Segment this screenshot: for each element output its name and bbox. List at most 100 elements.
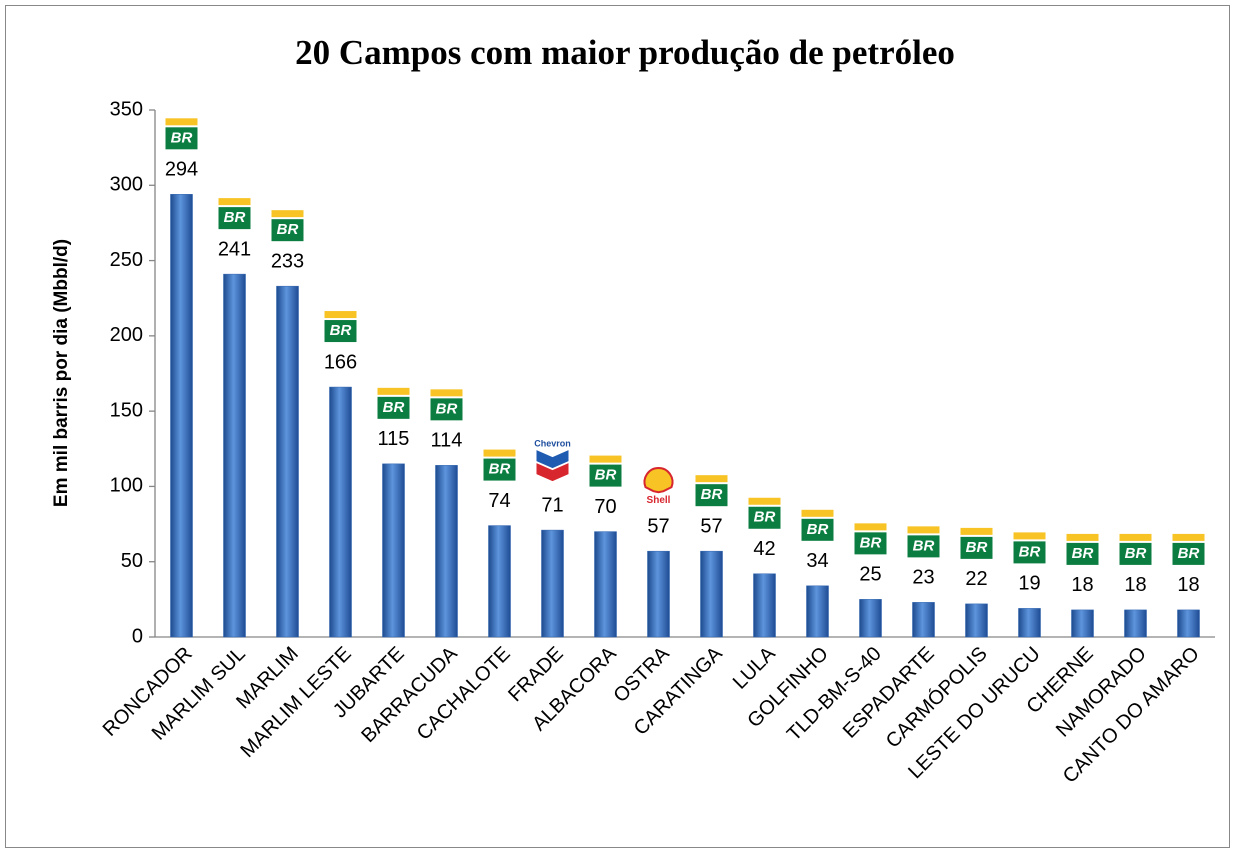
logo: BR	[854, 523, 887, 555]
logo-box	[1066, 542, 1099, 565]
logo-text: BR	[913, 537, 935, 554]
logo-text: BR	[966, 539, 988, 556]
logo-shape	[536, 450, 569, 469]
data-label: 19	[1018, 573, 1040, 595]
bar	[276, 285, 299, 638]
logo-box	[483, 458, 516, 481]
chart-title: 20 Campos com maior produção de petróleo	[295, 33, 955, 72]
bar	[435, 465, 458, 638]
logo: BR	[801, 509, 834, 541]
logo-text: BR	[807, 521, 829, 538]
y-tick-label: 0	[132, 625, 143, 647]
bar	[859, 599, 882, 638]
logo-stripe	[1172, 533, 1205, 541]
logo: BR	[218, 198, 251, 230]
logo-text: BR	[595, 467, 617, 484]
y-tick-label: 50	[121, 550, 143, 572]
bar	[488, 525, 511, 638]
data-label: 18	[1071, 574, 1093, 596]
logo-box	[748, 506, 781, 529]
logo-text: BR	[1019, 543, 1041, 560]
data-label: 241	[218, 238, 251, 260]
logo: BR	[483, 449, 516, 481]
logo-stripe	[960, 527, 993, 535]
logo: BR	[324, 311, 357, 343]
logo-shape	[643, 466, 674, 494]
logo: BR	[907, 526, 940, 558]
bar	[329, 386, 352, 638]
logo-text: BR	[224, 209, 246, 226]
data-label: 166	[324, 351, 357, 373]
data-label: 18	[1177, 574, 1199, 596]
logo-box	[1013, 541, 1046, 564]
logo-text: BR	[1072, 545, 1094, 562]
bar	[1177, 609, 1200, 638]
logo-text: BR	[701, 486, 723, 503]
data-label: 22	[965, 568, 987, 590]
logo-text: BR	[171, 129, 193, 146]
logo-box	[801, 518, 834, 541]
data-label: 115	[378, 428, 410, 450]
data-label: 57	[647, 515, 669, 537]
logo-text: BR	[489, 461, 511, 478]
logo: BR	[748, 497, 781, 529]
logo: BR	[377, 387, 410, 419]
logo-text: Shell	[647, 495, 671, 506]
bar	[647, 550, 670, 638]
logo: Shell	[643, 466, 674, 506]
logo-text: BR	[1125, 545, 1147, 562]
logo: BR	[1172, 533, 1205, 565]
y-tick-label: 150	[110, 399, 143, 421]
logo-box	[1119, 542, 1152, 565]
logo: BR	[1066, 533, 1099, 565]
logo-stripe	[483, 449, 516, 457]
logo-stripe	[165, 118, 198, 126]
bar	[912, 602, 935, 638]
logo-stripe	[1066, 533, 1099, 541]
logo-text: BR	[383, 399, 405, 416]
logo: BR	[589, 455, 622, 487]
logo-stripe	[1013, 532, 1046, 540]
logo-box	[324, 320, 357, 343]
logo-stripe	[271, 210, 304, 218]
logo-box	[589, 464, 622, 487]
logo-box	[377, 396, 410, 419]
bar	[965, 603, 988, 638]
logo-box	[695, 484, 728, 507]
logo-stripe	[854, 523, 887, 531]
logo-box	[1172, 542, 1205, 565]
data-label: 233	[271, 250, 304, 272]
logo: BR	[1119, 533, 1152, 565]
bar	[700, 550, 723, 638]
logo-stripe	[1119, 533, 1152, 541]
logo-text: Chevron	[534, 438, 571, 448]
logo-stripe	[589, 455, 622, 463]
logo-text: BR	[1178, 545, 1200, 562]
data-label: 70	[594, 496, 616, 518]
bar	[541, 529, 564, 638]
y-tick-label: 300	[110, 174, 143, 196]
bar	[1124, 609, 1147, 638]
logo-text: BR	[436, 400, 458, 417]
logo-stripe	[377, 387, 410, 395]
logo-text: BR	[330, 322, 352, 339]
data-label: 74	[488, 490, 510, 512]
logo-stripe	[801, 509, 834, 517]
bar	[170, 194, 193, 638]
logo-text: BR	[860, 534, 882, 551]
data-label: 57	[700, 515, 722, 537]
data-label: 42	[753, 538, 775, 560]
logo: BR	[695, 475, 728, 507]
chart-frame	[5, 5, 1230, 848]
logo-stripe	[218, 198, 251, 206]
logo: BR	[1013, 532, 1046, 564]
bar	[1071, 609, 1094, 638]
logo-text: BR	[754, 509, 776, 526]
logo-box	[854, 532, 887, 555]
data-label: 25	[859, 564, 881, 586]
y-tick-label: 350	[110, 98, 143, 120]
bar	[806, 585, 829, 638]
logo-box	[271, 219, 304, 242]
bar	[223, 273, 246, 638]
